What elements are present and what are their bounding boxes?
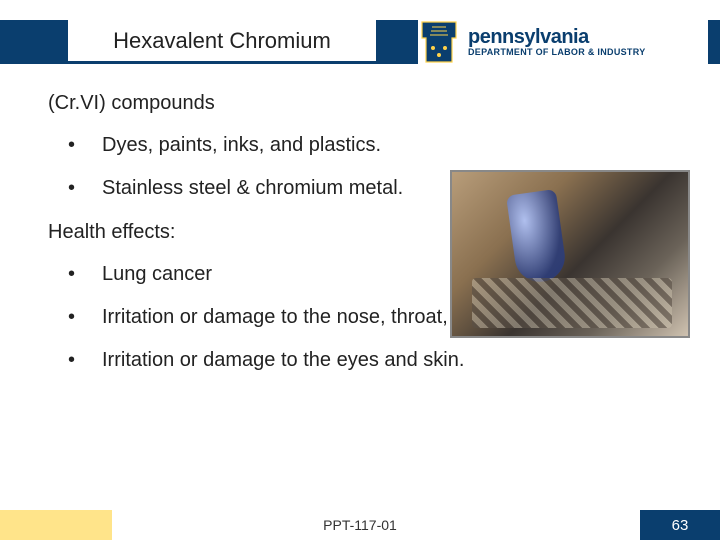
list-item-text: Stainless steel & chromium metal.	[102, 177, 403, 199]
slide-title: Hexavalent Chromium	[68, 20, 376, 64]
logo-dept: DEPARTMENT OF LABOR & INDUSTRY	[468, 48, 646, 57]
list-item: Stainless steel & chromium metal.	[68, 176, 408, 201]
list-item-text: Lung cancer	[102, 263, 212, 285]
welding-photo	[450, 170, 690, 338]
section-heading-1: (Cr.VI) compounds	[48, 92, 668, 115]
page-number: 63	[640, 510, 720, 540]
keystone-icon	[418, 18, 460, 66]
footer: PPT-117-01 63	[0, 510, 720, 540]
list-item: Irritation or damage to the eyes and ski…	[68, 348, 668, 373]
slide-title-text: Hexavalent Chromium	[113, 28, 331, 54]
logo-state: pennsylvania	[468, 27, 646, 48]
list-item-text: Irritation or damage to the eyes and ski…	[102, 349, 464, 371]
footer-accent-left	[0, 510, 112, 540]
dept-logo: pennsylvania DEPARTMENT OF LABOR & INDUS…	[418, 10, 708, 74]
logo-text: pennsylvania DEPARTMENT OF LABOR & INDUS…	[468, 27, 646, 57]
footer-code-text: PPT-117-01	[323, 517, 397, 533]
list-item: Dyes, paints, inks, and plastics.	[68, 133, 668, 158]
page-number-text: 63	[672, 517, 689, 534]
list-item-text: Dyes, paints, inks, and plastics.	[102, 134, 381, 156]
